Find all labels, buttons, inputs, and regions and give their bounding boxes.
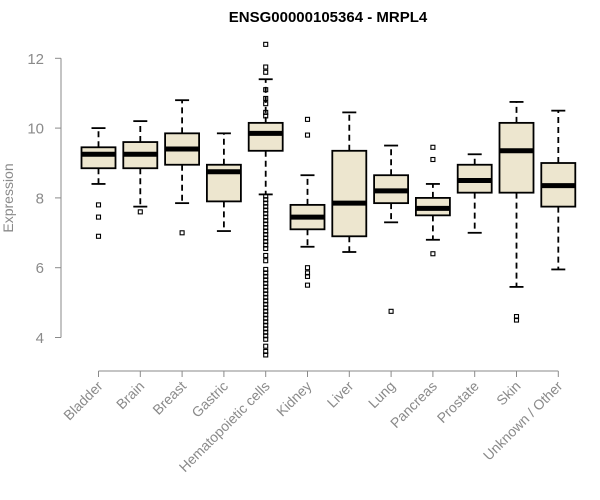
y-tick-label: 10 [27, 121, 44, 138]
outlier-point [430, 251, 436, 257]
box-group-1 [122, 120, 159, 215]
box-group-7 [373, 144, 410, 314]
box-group-3 [205, 132, 242, 232]
outlier-point [513, 317, 520, 323]
outlier-point [137, 209, 143, 215]
outlier-point [179, 230, 185, 236]
x-tick-label: Unknown / Other [480, 378, 566, 464]
box-iqr [331, 149, 368, 238]
outlier-point [304, 265, 311, 271]
outlier-point [304, 282, 311, 288]
outlier-point [263, 41, 269, 47]
outlier-point [430, 144, 436, 150]
box-group-2 [164, 99, 201, 236]
outlier-point [263, 64, 269, 70]
box-group-5 [289, 116, 326, 288]
y-tick-label: 4 [36, 330, 44, 347]
outlier-point [263, 95, 269, 101]
x-tick-label: Skin [493, 378, 524, 409]
outlier-point [263, 101, 269, 107]
outlier-point [263, 343, 269, 349]
y-tick-label: 8 [36, 190, 44, 207]
box-group-0 [80, 127, 117, 239]
outlier-point [304, 132, 311, 138]
outlier-point [95, 202, 102, 208]
box-group-9 [456, 153, 493, 234]
outlier-point [263, 245, 269, 252]
x-tick-label: Kidney [273, 378, 315, 420]
x-tick-label: Lung [365, 378, 398, 411]
box-iqr [498, 121, 535, 194]
box-group-8 [414, 144, 451, 257]
y-tick-label: 12 [27, 51, 44, 68]
box-group-11 [540, 109, 577, 271]
outlier-point [263, 352, 269, 358]
x-tick-label: Breast [149, 378, 189, 418]
outlier-point [263, 336, 269, 342]
outlier-point [388, 308, 394, 314]
outlier-point [304, 273, 311, 279]
outlier-point [263, 258, 269, 264]
y-tick-label: 6 [36, 260, 44, 277]
x-tick-label: Prostate [434, 378, 482, 426]
box-group-4 [247, 41, 284, 358]
outlier-point [304, 116, 311, 122]
outlier-point [263, 252, 269, 259]
outlier-point [263, 87, 269, 93]
x-tick-label: Bladder [60, 378, 106, 424]
outlier-point [430, 156, 436, 163]
y-axis: 4 6 8 10 12 [27, 51, 62, 347]
box-group-10 [498, 101, 535, 323]
outlier-point [95, 233, 102, 239]
outlier-point [95, 214, 102, 220]
outlier-point [263, 69, 269, 75]
y-axis-label: Expression [0, 163, 16, 232]
x-tick-label: Brain [113, 378, 147, 412]
box-group-6 [331, 111, 368, 253]
box-iqr [247, 121, 284, 152]
outlier-point [263, 113, 269, 119]
boxes-layer [80, 41, 577, 358]
box-iqr [80, 146, 117, 170]
chart-title: ENSG00000105364 - MRPL4 [229, 9, 428, 26]
x-tick-label: Liver [324, 378, 357, 411]
